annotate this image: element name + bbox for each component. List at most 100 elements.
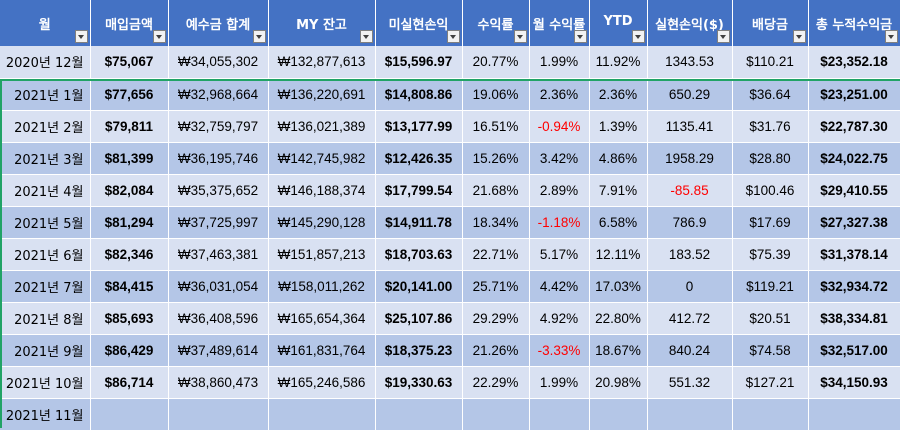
cell-ytd[interactable]: 12.11% bbox=[589, 238, 648, 271]
header-purchase[interactable]: 매입금액 bbox=[90, 0, 169, 46]
header-ytd[interactable]: YTD bbox=[589, 0, 648, 46]
cell-purchase[interactable]: $81,294 bbox=[90, 206, 169, 239]
cell-total[interactable]: $32,517.00 bbox=[808, 334, 900, 367]
cell-realized[interactable] bbox=[647, 398, 733, 431]
cell-ytd[interactable]: 20.98% bbox=[589, 366, 648, 399]
header-realized[interactable]: 실현손익($) bbox=[647, 0, 733, 46]
cell-total[interactable]: $38,334.81 bbox=[808, 302, 900, 335]
cell-realized[interactable]: 1343.53 bbox=[647, 46, 733, 79]
cell-deposit[interactable]: ₩37,463,381 bbox=[168, 238, 269, 271]
cell-ytd[interactable]: 11.92% bbox=[589, 46, 648, 79]
cell-month[interactable]: 2021년 4월 bbox=[0, 174, 91, 207]
cell-total[interactable]: $22,787.30 bbox=[808, 110, 900, 143]
cell-monthly-return[interactable]: -1.18% bbox=[529, 206, 590, 239]
cell-return[interactable]: 21.68% bbox=[462, 174, 530, 207]
cell-month[interactable]: 2021년 2월 bbox=[0, 110, 91, 143]
cell-dividend[interactable]: $31.76 bbox=[732, 110, 809, 143]
cell-ytd[interactable]: 2.36% bbox=[589, 78, 648, 111]
cell-monthly-return[interactable] bbox=[529, 398, 590, 431]
cell-month[interactable]: 2021년 7월 bbox=[0, 270, 91, 303]
cell-ytd[interactable]: 4.86% bbox=[589, 142, 648, 175]
cell-realized[interactable]: 183.52 bbox=[647, 238, 733, 271]
cell-realized[interactable]: 1958.29 bbox=[647, 142, 733, 175]
cell-total[interactable]: $24,022.75 bbox=[808, 142, 900, 175]
header-monthly-return[interactable]: 월 수익률 bbox=[529, 0, 590, 46]
cell-unrealized[interactable] bbox=[375, 398, 463, 431]
filter-dropdown-icon[interactable] bbox=[252, 30, 266, 43]
cell-balance[interactable]: ₩136,021,389 bbox=[268, 110, 376, 143]
cell-unrealized[interactable]: $18,375.23 bbox=[375, 334, 463, 367]
cell-balance[interactable]: ₩136,220,691 bbox=[268, 78, 376, 111]
filter-dropdown-icon[interactable] bbox=[573, 30, 587, 43]
cell-return[interactable] bbox=[462, 398, 530, 431]
cell-dividend[interactable] bbox=[732, 398, 809, 431]
filter-dropdown-icon[interactable] bbox=[359, 30, 373, 43]
cell-deposit[interactable]: ₩37,489,614 bbox=[168, 334, 269, 367]
cell-month[interactable]: 2021년 6월 bbox=[0, 238, 91, 271]
cell-purchase[interactable] bbox=[90, 398, 169, 431]
cell-return[interactable]: 18.34% bbox=[462, 206, 530, 239]
cell-return[interactable]: 22.71% bbox=[462, 238, 530, 271]
cell-unrealized[interactable]: $12,426.35 bbox=[375, 142, 463, 175]
cell-purchase[interactable]: $85,693 bbox=[90, 302, 169, 335]
cell-month[interactable]: 2021년 9월 bbox=[0, 334, 91, 367]
filter-dropdown-icon[interactable] bbox=[152, 30, 166, 43]
cell-month[interactable]: 2020년 12월 bbox=[0, 46, 91, 79]
cell-monthly-return[interactable]: 3.42% bbox=[529, 142, 590, 175]
cell-dividend[interactable]: $74.58 bbox=[732, 334, 809, 367]
cell-ytd[interactable]: 6.58% bbox=[589, 206, 648, 239]
cell-realized[interactable]: 0 bbox=[647, 270, 733, 303]
header-deposit[interactable]: 예수금 합계 bbox=[168, 0, 269, 46]
cell-total[interactable] bbox=[808, 398, 900, 431]
cell-monthly-return[interactable]: 1.99% bbox=[529, 366, 590, 399]
cell-deposit[interactable]: ₩36,408,596 bbox=[168, 302, 269, 335]
cell-return[interactable]: 16.51% bbox=[462, 110, 530, 143]
cell-dividend[interactable]: $28.80 bbox=[732, 142, 809, 175]
cell-total[interactable]: $32,934.72 bbox=[808, 270, 900, 303]
cell-total[interactable]: $23,352.18 bbox=[808, 46, 900, 79]
cell-deposit[interactable]: ₩36,195,746 bbox=[168, 142, 269, 175]
cell-return[interactable]: 22.29% bbox=[462, 366, 530, 399]
filter-dropdown-icon[interactable] bbox=[74, 30, 88, 43]
cell-balance[interactable]: ₩142,745,982 bbox=[268, 142, 376, 175]
cell-balance[interactable]: ₩161,831,764 bbox=[268, 334, 376, 367]
cell-unrealized[interactable]: $25,107.86 bbox=[375, 302, 463, 335]
cell-monthly-return[interactable]: 4.92% bbox=[529, 302, 590, 335]
cell-deposit[interactable]: ₩32,968,664 bbox=[168, 78, 269, 111]
cell-return[interactable]: 19.06% bbox=[462, 78, 530, 111]
cell-total[interactable]: $23,251.00 bbox=[808, 78, 900, 111]
cell-return[interactable]: 29.29% bbox=[462, 302, 530, 335]
cell-purchase[interactable]: $82,084 bbox=[90, 174, 169, 207]
filter-dropdown-icon[interactable] bbox=[716, 30, 730, 43]
cell-purchase[interactable]: $84,415 bbox=[90, 270, 169, 303]
cell-total[interactable]: $31,378.14 bbox=[808, 238, 900, 271]
cell-purchase[interactable]: $75,067 bbox=[90, 46, 169, 79]
cell-dividend[interactable]: $75.39 bbox=[732, 238, 809, 271]
cell-monthly-return[interactable]: 2.89% bbox=[529, 174, 590, 207]
cell-month[interactable]: 2021년 5월 bbox=[0, 206, 91, 239]
cell-dividend[interactable]: $100.46 bbox=[732, 174, 809, 207]
cell-realized[interactable]: 551.32 bbox=[647, 366, 733, 399]
cell-month[interactable]: 2021년 11월 bbox=[0, 398, 91, 431]
cell-ytd[interactable]: 18.67% bbox=[589, 334, 648, 367]
cell-balance[interactable]: ₩146,188,374 bbox=[268, 174, 376, 207]
cell-dividend[interactable]: $110.21 bbox=[732, 46, 809, 79]
cell-realized[interactable]: 650.29 bbox=[647, 78, 733, 111]
filter-dropdown-icon[interactable] bbox=[631, 30, 645, 43]
cell-month[interactable]: 2021년 3월 bbox=[0, 142, 91, 175]
cell-deposit[interactable] bbox=[168, 398, 269, 431]
filter-dropdown-icon[interactable] bbox=[446, 30, 460, 43]
cell-monthly-return[interactable]: 5.17% bbox=[529, 238, 590, 271]
cell-purchase[interactable]: $79,811 bbox=[90, 110, 169, 143]
cell-realized[interactable]: 1135.41 bbox=[647, 110, 733, 143]
cell-dividend[interactable]: $20.51 bbox=[732, 302, 809, 335]
cell-return[interactable]: 25.71% bbox=[462, 270, 530, 303]
cell-purchase[interactable]: $77,656 bbox=[90, 78, 169, 111]
header-total[interactable]: 총 누적수익금 bbox=[808, 0, 900, 46]
cell-unrealized[interactable]: $13,177.99 bbox=[375, 110, 463, 143]
filter-dropdown-icon[interactable] bbox=[513, 30, 527, 43]
cell-realized[interactable]: 786.9 bbox=[647, 206, 733, 239]
cell-return[interactable]: 20.77% bbox=[462, 46, 530, 79]
cell-unrealized[interactable]: $18,703.63 bbox=[375, 238, 463, 271]
header-dividend[interactable]: 배당금 bbox=[732, 0, 809, 46]
